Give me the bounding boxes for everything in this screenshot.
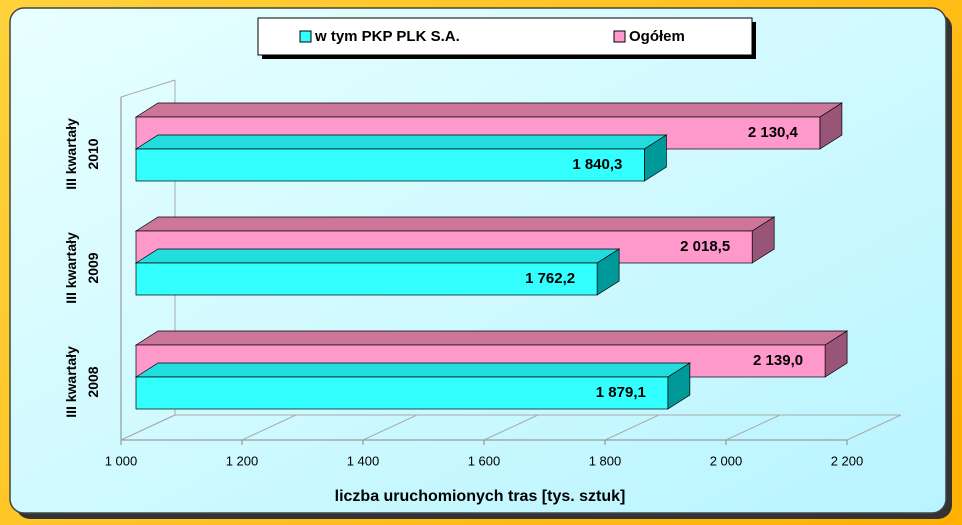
value-label: 1 840,3 xyxy=(572,156,622,173)
value-label: 2 139,0 xyxy=(753,352,803,369)
bar-top xyxy=(134,248,621,264)
value-label: 2 130,4 xyxy=(748,124,799,141)
bar xyxy=(135,262,598,296)
legend-swatch xyxy=(613,30,626,43)
bar xyxy=(135,376,669,410)
y-tick-label: III kwartały 2009 xyxy=(63,232,101,304)
x-tick-label: 1 000 xyxy=(105,453,138,468)
grid-line xyxy=(120,414,176,441)
legend-label: Ogółem xyxy=(629,28,685,45)
x-tick-label: 2 200 xyxy=(831,453,864,468)
value-label: 1 879,1 xyxy=(596,384,646,401)
grid-line xyxy=(604,414,660,441)
bar-top xyxy=(134,134,668,150)
legend-swatch xyxy=(299,30,312,43)
grid-line xyxy=(725,414,781,441)
x-tick-label: 1 800 xyxy=(589,453,622,468)
y-tick-label: III kwartały 2008 xyxy=(63,346,101,418)
bar xyxy=(135,148,645,182)
grid-line xyxy=(362,414,418,441)
wall-top xyxy=(120,79,176,98)
bar-top xyxy=(134,102,844,118)
value-label: 1 762,2 xyxy=(525,270,575,287)
legend-label: w tym PKP PLK S.A. xyxy=(314,28,460,45)
grid-line xyxy=(483,414,539,441)
x-tick-label: 1 200 xyxy=(226,453,259,468)
bar-top xyxy=(134,362,692,378)
bar-top xyxy=(134,216,776,232)
grid-line xyxy=(241,414,297,441)
value-label: 2 018,5 xyxy=(680,238,730,255)
x-axis-title: liczba uruchomionych tras [tys. sztuk] xyxy=(335,488,626,505)
x-tick-label: 2 000 xyxy=(710,453,743,468)
bar-top xyxy=(134,330,849,346)
grid-line xyxy=(846,414,902,441)
x-tick-label: 1 400 xyxy=(347,453,380,468)
x-tick-label: 1 600 xyxy=(468,453,501,468)
legend xyxy=(257,17,753,56)
y-tick-label: III kwartały 2010 xyxy=(63,118,101,190)
